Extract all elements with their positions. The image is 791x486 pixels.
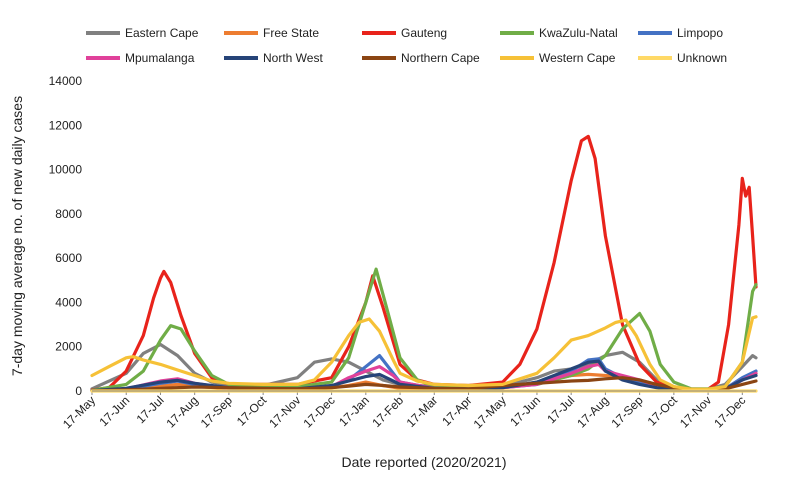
x-tick-label: 17-Nov: [266, 393, 303, 430]
legend-label-kwazulu-natal: KwaZulu-Natal: [539, 26, 618, 40]
x-tick-label: 17-Oct: [645, 393, 681, 429]
x-tick-label: 17-Aug: [574, 393, 611, 430]
y-tick-label: 0: [75, 384, 82, 398]
x-tick-label: 17-Jan: [336, 393, 372, 429]
x-tick-label: 17-May: [60, 393, 98, 431]
x-tick-label: 17-Jul: [134, 393, 167, 426]
chart-legend: Eastern Cape Free State Gauteng KwaZulu-Nat…: [86, 26, 727, 65]
y-tick-label: 4000: [55, 295, 82, 309]
legend-label-gauteng: Gauteng: [401, 26, 447, 40]
x-tick-label: 17-Mar: [404, 393, 441, 430]
x-tick-label: 17-Dec: [711, 393, 748, 430]
x-tick-label: 17-Dec: [300, 393, 337, 430]
y-tick-label: 12000: [49, 118, 83, 132]
chart-series: [90, 134, 758, 393]
y-tick-label: 10000: [49, 163, 83, 177]
y-tick-label: 8000: [55, 207, 82, 221]
x-axis-title: Date reported (2020/2021): [342, 454, 507, 470]
legend-label-unknown: Unknown: [677, 51, 727, 65]
legend-label-northern-cape: Northern Cape: [401, 51, 480, 65]
x-tick-label: 17-Sep: [198, 393, 235, 430]
x-tick-label: 17-Jul: [544, 393, 577, 426]
legend-label-north-west: North West: [263, 51, 323, 65]
x-tick-label: 17-Jun: [96, 393, 132, 429]
y-tick-label: 6000: [55, 251, 82, 265]
x-tick-label: 17-Apr: [439, 393, 474, 428]
x-tick-label: 17-Feb: [369, 393, 406, 430]
x-tick-label: 17-Oct: [234, 393, 270, 429]
legend-label-free-state: Free State: [263, 26, 319, 40]
x-tick-label: 17-Aug: [164, 393, 201, 430]
x-tick-label: 17-Nov: [677, 393, 714, 430]
legend-label-limpopo: Limpopo: [677, 26, 723, 40]
y-axis-ticks: 0 2000 4000 6000 8000 10000 12000 14000: [49, 74, 83, 398]
series-line-western-cape: [90, 315, 758, 391]
y-axis-title: 7-day moving average no. of new daily ca…: [9, 96, 25, 376]
legend-label-mpumalanga: Mpumalanga: [125, 51, 195, 65]
x-tick-label: 17-May: [471, 393, 509, 431]
x-tick-label: 17-Jun: [507, 393, 543, 429]
legend-label-eastern-cape: Eastern Cape: [125, 26, 199, 40]
x-tick-label: 17-Sep: [608, 393, 645, 430]
legend-label-western-cape: Western Cape: [539, 51, 616, 65]
y-tick-label: 14000: [49, 74, 83, 88]
y-tick-label: 2000: [55, 340, 82, 354]
